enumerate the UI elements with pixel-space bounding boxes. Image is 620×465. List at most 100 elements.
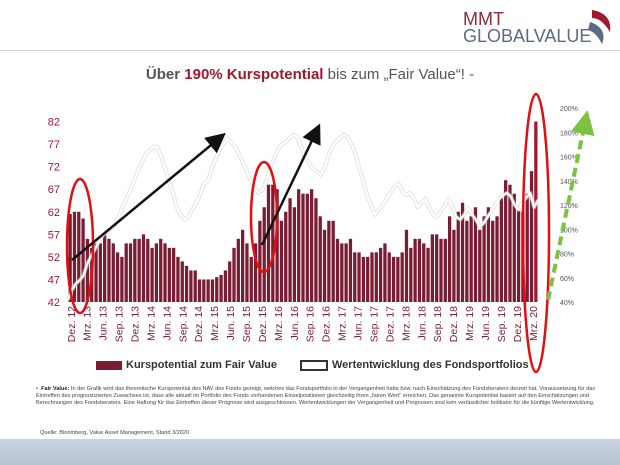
right-axis-tick: 100% <box>560 227 578 234</box>
bar <box>279 220 284 302</box>
bar <box>452 229 456 302</box>
x-axis-label: Sep. 15 <box>241 306 253 342</box>
x-axis-label: Jun. 18 <box>416 306 428 341</box>
title-post: bis zum „Fair Value“! - <box>323 66 475 83</box>
logo-line2: GLOBALVALUE <box>463 26 592 46</box>
x-axis-label: Mrz. 20 <box>528 306 540 341</box>
bar <box>331 220 335 302</box>
bar <box>366 256 370 302</box>
bar <box>77 211 81 302</box>
bar <box>344 243 348 302</box>
bar <box>159 238 163 302</box>
bar <box>215 277 219 302</box>
bar <box>249 256 253 302</box>
bar <box>534 121 538 302</box>
x-axis-label: Sep. 17 <box>368 306 380 342</box>
bar <box>98 243 102 302</box>
bar <box>94 243 98 302</box>
x-axis-label: Sep. 14 <box>177 306 189 342</box>
footnote-text: In der Grafik wird das theoretische Kurs… <box>36 386 596 406</box>
bar <box>447 216 452 302</box>
header-divider <box>0 50 620 51</box>
bar <box>305 193 309 302</box>
left-axis-tick: 62 <box>48 207 60 219</box>
bar <box>396 256 400 302</box>
bar <box>150 247 154 302</box>
bar <box>103 234 107 302</box>
bar <box>163 243 167 302</box>
bar <box>292 207 297 302</box>
bar <box>228 261 232 302</box>
right-axis-tick: 120% <box>560 203 578 210</box>
bar <box>426 247 430 302</box>
bar <box>262 207 266 302</box>
bar <box>383 243 387 302</box>
x-axis-label: Sep. 13 <box>114 306 126 342</box>
legend-line-swatch <box>300 359 328 371</box>
bar <box>301 193 305 302</box>
bar <box>124 243 128 302</box>
bar <box>314 198 318 302</box>
x-axis-label: Dez. 15 <box>257 306 269 342</box>
performance-line <box>66 133 539 301</box>
bar <box>370 252 374 302</box>
bar <box>172 247 176 302</box>
bar <box>146 238 150 302</box>
bar <box>111 243 115 302</box>
bar <box>400 252 404 302</box>
left-axis-tick: 67 <box>48 184 60 196</box>
logo-swoosh-icon <box>588 10 611 44</box>
bar <box>473 207 478 302</box>
bar <box>180 261 184 302</box>
bar <box>184 265 189 302</box>
source-note: Quelle: Bloomberg, Value Asset Managemen… <box>40 430 190 436</box>
legend-item-bars: Kurspotential zum Fair Value <box>96 359 277 371</box>
trend-arrow-1 <box>71 132 226 261</box>
bar <box>85 238 90 302</box>
highlight-ellipse-2016 <box>249 160 279 274</box>
bar <box>271 184 275 302</box>
bar <box>288 198 292 302</box>
bar <box>404 229 409 302</box>
left-axis-tick: 52 <box>48 252 60 264</box>
bar <box>68 214 72 302</box>
bar <box>491 220 495 302</box>
bar <box>353 252 357 302</box>
bar <box>495 216 499 302</box>
bar <box>361 256 366 302</box>
x-axis-label: Jun. 15 <box>225 306 237 341</box>
bar <box>439 238 443 302</box>
bar <box>154 243 159 302</box>
bar <box>417 238 422 302</box>
bar <box>508 184 512 302</box>
trend-arrow-2 <box>260 123 321 246</box>
left-axis-tick: 47 <box>48 274 60 286</box>
bar <box>206 279 210 302</box>
forecast-arrow <box>546 110 595 301</box>
bar <box>141 234 146 302</box>
bar <box>223 270 228 302</box>
x-axis-label: Jun. 19 <box>480 306 492 341</box>
bar <box>219 274 223 302</box>
bar <box>193 270 197 302</box>
left-axis-tick: 72 <box>48 162 60 174</box>
bar <box>469 216 473 302</box>
bar <box>374 252 378 302</box>
x-axis-label: Mrz. 19 <box>464 306 476 341</box>
legend-bar-swatch <box>96 360 122 370</box>
bar <box>504 180 508 302</box>
x-axis-label: Sep. 19 <box>496 306 508 342</box>
x-axis-label: Mrz. 18 <box>400 306 412 341</box>
x-axis-label: Dez. 12 <box>66 306 78 342</box>
bar <box>275 189 279 302</box>
right-axis-tick: 60% <box>560 276 574 283</box>
bar <box>107 238 111 302</box>
right-axis-tick: 200% <box>560 106 578 113</box>
x-axis-label: Jun. 14 <box>161 306 173 341</box>
page-title: Über 190% Kurspotential bis zum „Fair Va… <box>0 66 620 83</box>
footer-bar <box>0 439 620 465</box>
left-axis-tick: 82 <box>48 117 60 129</box>
logo <box>420 0 620 56</box>
bar <box>413 238 417 302</box>
bar <box>322 229 327 302</box>
